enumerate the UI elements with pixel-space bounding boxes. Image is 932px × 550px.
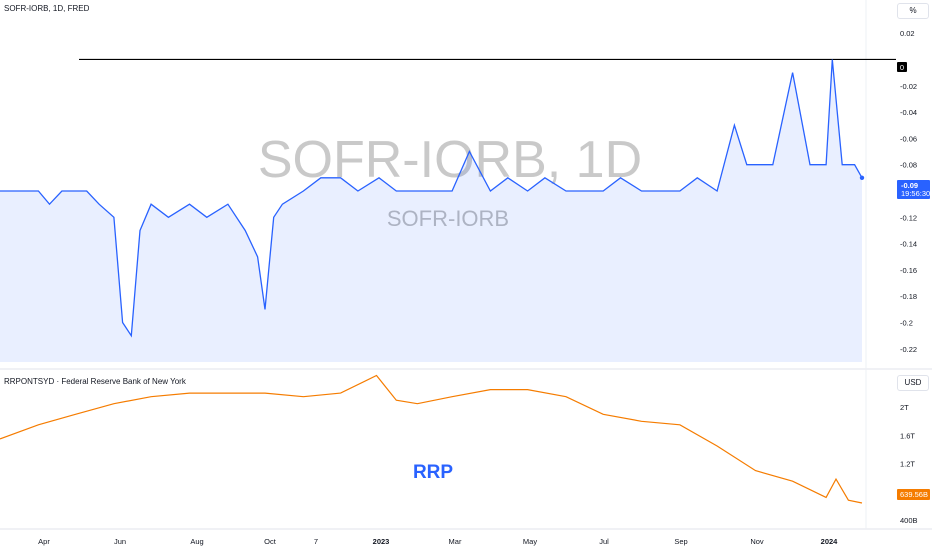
sofr-iorb-series-line[interactable] — [0, 59, 863, 338]
rrp-annotation: RRP — [413, 462, 453, 483]
x-tick-label: May — [523, 537, 537, 546]
top-y-tick-label: -0.18 — [900, 292, 917, 301]
watermark-main: SOFR-IORB, 1D — [258, 131, 642, 189]
top-y-tick-label: -0.02 — [900, 82, 917, 91]
top-y-tick-label: 0.02 — [900, 29, 915, 38]
x-tick-label: Apr — [38, 537, 50, 546]
top-y-tick-label: -0.2 — [900, 319, 913, 328]
sofr-countdown-label: 19:56:30 — [901, 189, 930, 198]
x-tick-label: Aug — [190, 537, 203, 546]
x-tick-label: Jun — [114, 537, 126, 546]
top-unit-selector[interactable]: % — [897, 3, 929, 19]
x-tick-label: Nov — [750, 537, 764, 546]
bottom-unit-selector[interactable]: USD — [897, 375, 929, 391]
x-tick-label: Jul — [599, 537, 609, 546]
top-y-tick-label: -0.16 — [900, 266, 917, 275]
sofr-iorb-area — [0, 59, 862, 362]
top-y-tick-label: -0.06 — [900, 134, 917, 143]
bottom-y-tick-label: 2T — [900, 403, 909, 412]
watermark-sub: SOFR-IORB — [387, 206, 509, 231]
rrp-price-label: 639.56B — [900, 490, 928, 499]
top-y-tick-label: -0.08 — [900, 161, 917, 170]
top-pane-title: SOFR-IORB, 1D, FRED — [4, 4, 90, 13]
rrp-series-line[interactable] — [0, 374, 863, 504]
bottom-pane-title: RRPONTSYD · Federal Reserve Bank of New … — [4, 377, 186, 386]
x-tick-label: 2024 — [821, 537, 839, 546]
sofr-price-label: -0.09 — [901, 181, 918, 190]
x-tick-label: Oct — [264, 537, 277, 546]
top-y-tick-label: -0.04 — [900, 108, 917, 117]
bottom-y-tick-label: 1.6T — [900, 431, 915, 440]
x-tick-label: Sep — [674, 537, 687, 546]
sofr-iorb-pane[interactable]: 0.02 -0.02 -0.04 -0.06 -0.08 -0.12 -0.14 -0.16 -… — [0, 29, 917, 362]
top-y-tick-label: -0.14 — [900, 240, 917, 249]
time-axis: Apr Jun Aug Oct 7 2023 Mar May Jul Sep Nov 2024 — [38, 537, 838, 546]
sofr-last-point — [859, 175, 865, 180]
rrp-price-badge: 639.56B — [897, 489, 930, 500]
zero-line-label: 0 — [900, 63, 904, 72]
top-y-axis: 0.02 -0.02 -0.04 -0.06 -0.08 -0.12 -0.14 -0.16 -… — [900, 29, 917, 354]
zero-line-badge: 0 — [897, 62, 907, 72]
x-tick-label: 2023 — [373, 537, 390, 546]
x-tick-label: 7 — [314, 537, 318, 546]
bottom-y-tick-label: 400B — [900, 516, 918, 525]
x-tick-label: Mar — [449, 537, 462, 546]
sofr-price-badge: -0.09 19:56:30 — [897, 180, 930, 199]
top-y-tick-label: -0.22 — [900, 345, 917, 354]
bottom-y-tick-label: 1.2T — [900, 460, 915, 469]
top-y-tick-label: -0.12 — [900, 213, 917, 222]
